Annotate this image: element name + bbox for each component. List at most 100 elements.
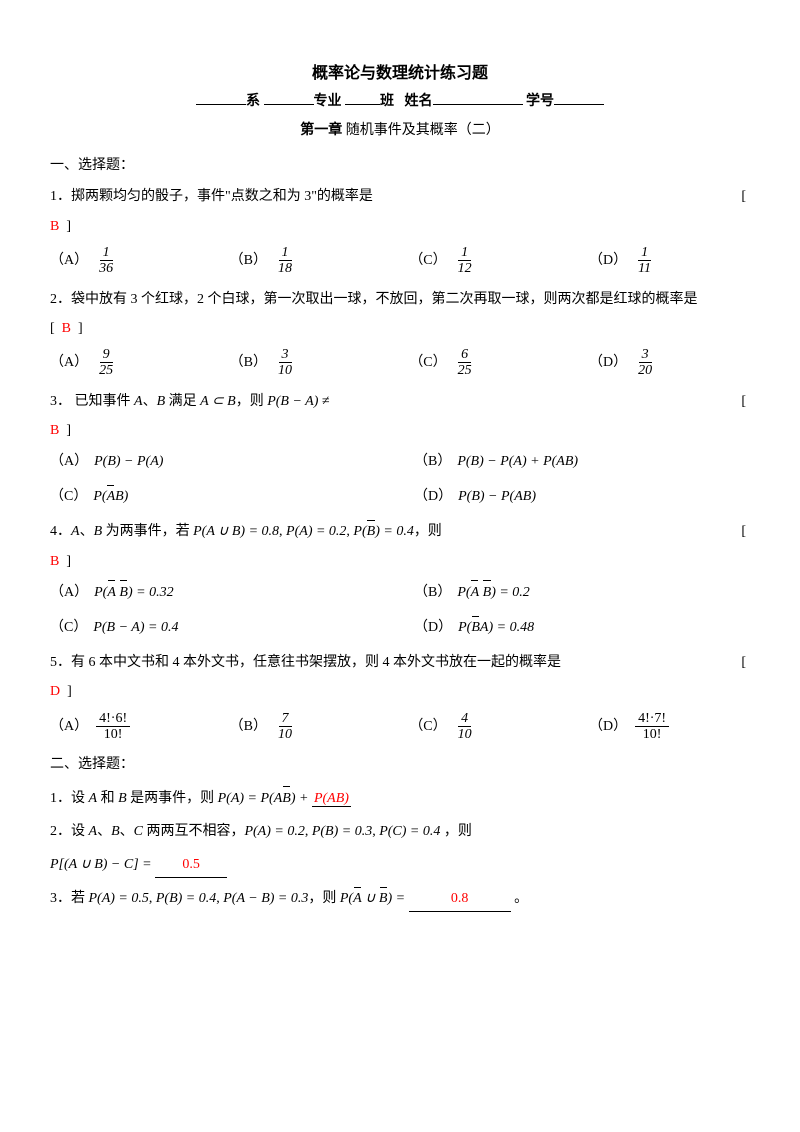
q2-d-label: （D）: [589, 350, 627, 375]
section-2-header: 二、选择题：: [50, 752, 750, 777]
q4-e3p: P(: [353, 524, 366, 539]
q2-choice-c[interactable]: （C）625: [409, 347, 570, 379]
blank-xi-pre[interactable]: [196, 90, 246, 105]
q4-choice-d[interactable]: （D）P(BA) = 0.48: [414, 615, 750, 640]
q4-e3o: ) = 0.4: [375, 524, 414, 539]
q1-b-den: 18: [275, 261, 295, 276]
q3-choice-c[interactable]: （C）P(AB): [50, 484, 386, 509]
blank-xingming[interactable]: [433, 90, 523, 105]
f2-s2: 、: [120, 824, 134, 839]
f1-lhs-post: ) +: [291, 791, 312, 806]
q2-b-num: 3: [279, 347, 292, 363]
q3-expr: P(B − A) ≠: [267, 394, 329, 409]
q5-c-den: 10: [455, 727, 475, 742]
f1-answer: P(AB): [312, 791, 351, 807]
q4-choice-a[interactable]: （A）P(A B) = 0.32: [50, 580, 386, 605]
q1-a-num: 1: [100, 245, 113, 261]
f2-b: B: [111, 824, 120, 839]
q2-choice-a[interactable]: （A）925: [50, 347, 211, 379]
q2-c-num: 6: [458, 347, 471, 363]
q2-choice-b[interactable]: （B） 310: [230, 347, 391, 379]
chapter-num: 第一章: [300, 123, 342, 138]
q4-e1: P(A ∪ B) = 0.8: [193, 524, 279, 539]
f3-bar1: A: [353, 886, 362, 911]
q3-answer: B: [50, 423, 59, 438]
q4-c-val: P(B − A) = 0.4: [93, 615, 178, 640]
chapter-heading: 第一章 随机事件及其概率（二）: [50, 118, 750, 143]
q2-b-den: 10: [275, 363, 295, 378]
q3-choice-d[interactable]: （D）P(B) − P(AB): [414, 484, 750, 509]
q5-a-num: 4!·6!: [96, 711, 130, 727]
q5-choice-d[interactable]: （D）4!·7!10!: [589, 711, 750, 743]
f1-a: A: [89, 791, 98, 806]
q5-text: 5．有 6 本中文书和 4 本外文书，任意往书架摆放，则 4 本外文书放在一起的…: [50, 655, 561, 670]
q2-choices: （A）925 （B） 310 （C） 6 25 （D）320: [50, 347, 750, 379]
label-xi: 系: [246, 94, 260, 109]
f1-he: 和: [97, 791, 118, 806]
doc-title: 概率论与数理统计练习题: [50, 60, 750, 89]
q4-pre: 4．: [50, 524, 71, 539]
q1-choice-b[interactable]: （B）118: [230, 245, 391, 277]
fill-2-line2: P[(A ∪ B) − C] = 0.5: [50, 852, 750, 878]
f3-mid: ，则: [308, 891, 340, 906]
q4-choices-row1: （A）P(A B) = 0.32 （B）P(A B) = 0.2: [50, 580, 750, 605]
q3-c-pre: P(: [93, 489, 106, 504]
q3-bracket: [: [741, 389, 746, 414]
q2-a-den: 25: [96, 363, 116, 378]
q5-choice-b[interactable]: （B）710: [230, 711, 391, 743]
f3-c1: ,: [149, 891, 156, 906]
f2-l2-pre: P[(A ∪ B) − C] =: [50, 857, 155, 872]
q1-choice-a[interactable]: （A）136: [50, 245, 211, 277]
f2-pre: 2．设: [50, 824, 89, 839]
q3-answer-line: B ]: [50, 418, 750, 443]
f2-e3: P(C) = 0.4: [379, 824, 440, 839]
q5-choice-c[interactable]: （C）410: [409, 711, 570, 743]
q5-answer-line: D ]: [50, 679, 750, 704]
q4-tail: ，则: [414, 524, 442, 539]
q2-c-label: （C）: [409, 350, 446, 375]
q3-a: A: [134, 394, 143, 409]
q3-choices-row1: （A）P(B) − P(A) （B）P(B) − P(A) + P(AB): [50, 449, 750, 474]
q1-d-num: 1: [638, 245, 651, 261]
q5-stem: 5．有 6 本中文书和 4 本外文书，任意往书架摆放，则 4 本外文书放在一起的…: [50, 650, 750, 675]
q2-answer-line: [ B ]: [50, 316, 750, 341]
q3-c-bar: A: [107, 484, 116, 509]
q5-b-label: （B）: [230, 714, 267, 739]
blank-xuehao[interactable]: [554, 90, 604, 105]
f3-e2: P(B) = 0.4: [156, 891, 216, 906]
label-xingming: 姓名: [405, 94, 433, 109]
q2-stem: 2．袋中放有 3 个红球，2 个白球，第一次取出一球，不放回，第二次再取一球，则…: [50, 287, 750, 312]
q2-b-label: （B）: [230, 350, 267, 375]
q4-answer-line: B ]: [50, 549, 750, 574]
f2-c: C: [134, 824, 143, 839]
q5-c-num: 4: [458, 711, 471, 727]
f2-answer: 0.5: [155, 852, 227, 878]
q3-choices-row2: （C）P(AB) （D）P(B) − P(AB): [50, 484, 750, 509]
blank-zhuanye[interactable]: [264, 90, 314, 105]
q2-choice-d[interactable]: （D）320: [589, 347, 750, 379]
q5-a-label: （A）: [50, 714, 88, 739]
f1-mid: 是两事件，则: [127, 791, 218, 806]
blank-ban[interactable]: [345, 90, 380, 105]
q3-choice-a[interactable]: （A）P(B) − P(A): [50, 449, 386, 474]
q1-choice-d[interactable]: （D）111: [589, 245, 750, 277]
q4-d-label: （D）: [414, 615, 452, 640]
student-info-line: 系 专业 班 姓名 学号: [50, 89, 750, 114]
q1-choice-c[interactable]: （C）112: [409, 245, 570, 277]
q5-choices: （A）4!·6!10! （B）710 （C）410 （D）4!·7!10!: [50, 711, 750, 743]
fill-3: 3．若 P(A) = 0.5, P(B) = 0.4, P(A − B) = 0…: [50, 886, 750, 912]
q1-choices: （A）136 （B）118 （C）112 （D）111: [50, 245, 750, 277]
section-1-header: 一、选择题：: [50, 153, 750, 178]
q5-d-num: 4!·7!: [635, 711, 669, 727]
q4-choice-c[interactable]: （C）P(B − A) = 0.4: [50, 615, 386, 640]
q4-c1: ,: [279, 524, 286, 539]
q3-choice-b[interactable]: （B）P(B) − P(A) + P(AB): [414, 449, 750, 474]
q4-choice-b[interactable]: （B）P(A B) = 0.2: [414, 580, 750, 605]
f3-period: 。: [511, 891, 529, 906]
q5-choice-a[interactable]: （A）4!·6!10!: [50, 711, 211, 743]
q4-d-bar: B: [471, 615, 480, 640]
q4-e3b: B: [367, 519, 376, 544]
q3-stem: 3． 已知事件 A、B 满足 A ⊂ B，则 P(B − A) ≠ [: [50, 389, 750, 414]
q4-choices-row2: （C）P(B − A) = 0.4 （D）P(BA) = 0.48: [50, 615, 750, 640]
f3-e3: P(A − B) = 0.3: [223, 891, 308, 906]
